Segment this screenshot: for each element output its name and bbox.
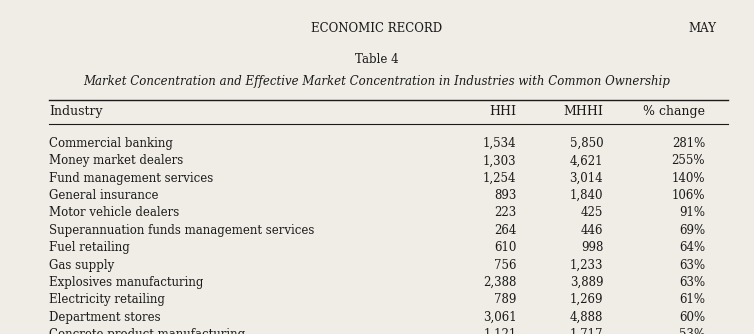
Text: Concrete product manufacturing: Concrete product manufacturing — [49, 328, 245, 334]
Text: 63%: 63% — [679, 276, 705, 289]
Text: Explosives manufacturing: Explosives manufacturing — [49, 276, 204, 289]
Text: 789: 789 — [494, 293, 516, 306]
Text: 1,121: 1,121 — [483, 328, 516, 334]
Text: 255%: 255% — [672, 154, 705, 167]
Text: Superannuation funds management services: Superannuation funds management services — [49, 224, 314, 237]
Text: 1,840: 1,840 — [570, 189, 603, 202]
Text: 264: 264 — [494, 224, 516, 237]
Text: 446: 446 — [581, 224, 603, 237]
Text: Money market dealers: Money market dealers — [49, 154, 183, 167]
Text: Fund management services: Fund management services — [49, 172, 213, 185]
Text: 53%: 53% — [679, 328, 705, 334]
Text: Industry: Industry — [49, 105, 103, 118]
Text: 91%: 91% — [679, 206, 705, 219]
Text: 140%: 140% — [672, 172, 705, 185]
Text: 3,889: 3,889 — [570, 276, 603, 289]
Text: 106%: 106% — [672, 189, 705, 202]
Text: Commercial banking: Commercial banking — [49, 137, 173, 150]
Text: 64%: 64% — [679, 241, 705, 254]
Text: 63%: 63% — [679, 259, 705, 272]
Text: 998: 998 — [581, 241, 603, 254]
Text: 61%: 61% — [679, 293, 705, 306]
Text: 610: 610 — [494, 241, 516, 254]
Text: 1,534: 1,534 — [483, 137, 516, 150]
Text: MAY: MAY — [688, 22, 716, 35]
Text: 281%: 281% — [672, 137, 705, 150]
Text: Motor vehicle dealers: Motor vehicle dealers — [49, 206, 179, 219]
Text: HHI: HHI — [489, 105, 516, 118]
Text: 893: 893 — [494, 189, 516, 202]
Text: % change: % change — [643, 105, 705, 118]
Text: 1,269: 1,269 — [570, 293, 603, 306]
Text: 1,303: 1,303 — [483, 154, 516, 167]
Text: 1,717: 1,717 — [570, 328, 603, 334]
Text: 1,254: 1,254 — [483, 172, 516, 185]
Text: ECONOMIC RECORD: ECONOMIC RECORD — [311, 22, 443, 35]
Text: 3,014: 3,014 — [569, 172, 603, 185]
Text: 4,888: 4,888 — [570, 311, 603, 324]
Text: 69%: 69% — [679, 224, 705, 237]
Text: Electricity retailing: Electricity retailing — [49, 293, 165, 306]
Text: Table 4: Table 4 — [355, 53, 399, 66]
Text: 1,233: 1,233 — [570, 259, 603, 272]
Text: 5,850: 5,850 — [569, 137, 603, 150]
Text: MHHI: MHHI — [563, 105, 603, 118]
Text: General insurance: General insurance — [49, 189, 158, 202]
Text: 3,061: 3,061 — [483, 311, 516, 324]
Text: Market Concentration and Effective Market Concentration in Industries with Commo: Market Concentration and Effective Marke… — [84, 75, 670, 88]
Text: Fuel retailing: Fuel retailing — [49, 241, 130, 254]
Text: 4,621: 4,621 — [570, 154, 603, 167]
Text: 2,388: 2,388 — [483, 276, 516, 289]
Text: Department stores: Department stores — [49, 311, 161, 324]
Text: 756: 756 — [494, 259, 516, 272]
Text: 60%: 60% — [679, 311, 705, 324]
Text: Gas supply: Gas supply — [49, 259, 115, 272]
Text: 223: 223 — [494, 206, 516, 219]
Text: 425: 425 — [581, 206, 603, 219]
